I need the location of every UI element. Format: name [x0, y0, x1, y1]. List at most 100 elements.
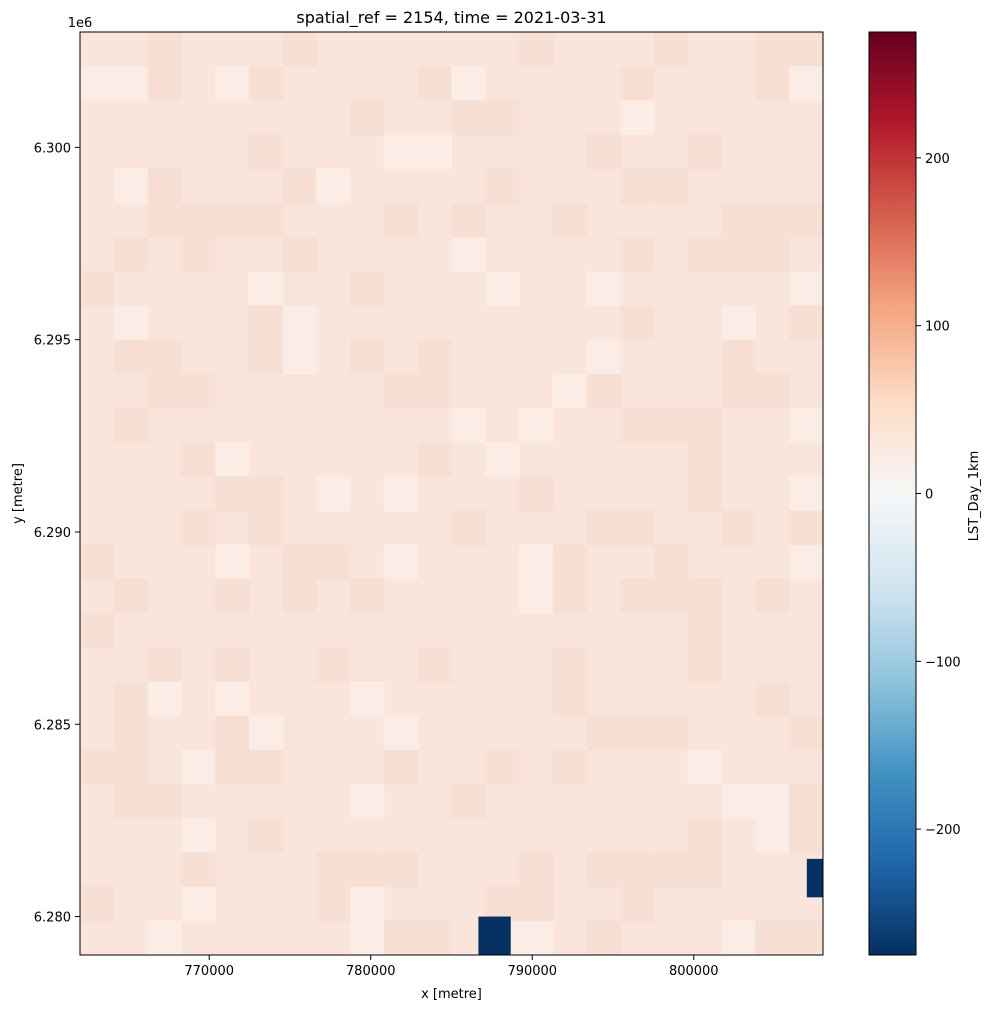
heatmap-cell — [113, 237, 149, 272]
heatmap-cell — [383, 476, 419, 512]
heatmap-cell — [687, 476, 723, 512]
heatmap-cell — [755, 920, 790, 955]
heatmap-cell — [519, 578, 554, 614]
heatmap-cell — [552, 202, 588, 238]
heatmap-cell — [181, 749, 216, 785]
heatmap-cell — [687, 749, 723, 785]
heatmap-cell — [620, 578, 655, 614]
heatmap-cell — [485, 100, 520, 136]
y-axis: 6.280 6.285 6.290 6.295 6.300 — [34, 141, 80, 926]
heatmap-cell — [248, 202, 284, 238]
heatmap-cell — [417, 339, 452, 375]
heatmap-cell — [789, 32, 823, 67]
heatmap-cell — [654, 168, 689, 204]
heatmap-cell — [181, 852, 216, 888]
heatmap-cell — [147, 647, 182, 683]
colorbar-gradient — [869, 32, 916, 955]
y-offset-label: 1e6 — [68, 16, 93, 31]
heatmap-cell — [383, 202, 419, 238]
heatmap-cell — [687, 647, 723, 683]
heatmap-cell — [586, 271, 621, 306]
heatmap-cell — [721, 373, 756, 409]
heatmap-cell — [113, 168, 149, 204]
colorbar-tick-label: 100 — [925, 320, 950, 335]
heatmap-cell — [215, 202, 250, 238]
heatmap-cell — [519, 852, 554, 888]
heatmap-cell — [789, 784, 823, 819]
heatmap-cell — [181, 442, 216, 477]
heatmap-cell — [215, 647, 250, 683]
heatmap-cell — [620, 305, 655, 341]
heatmap-cell — [350, 852, 385, 888]
heatmap-cell — [181, 237, 216, 272]
heatmap-cell — [620, 100, 655, 136]
heatmap-cell — [552, 681, 588, 717]
heatmap-cell — [687, 237, 723, 272]
heatmap-cell — [80, 271, 115, 306]
heatmap-cell — [248, 476, 284, 512]
heatmap-cell — [451, 100, 486, 136]
heatmap-cell — [248, 339, 284, 375]
heatmap-cell — [147, 32, 182, 67]
heatmap-cell — [350, 886, 385, 922]
heatmap-cell — [620, 510, 655, 546]
heatmap-cell — [721, 202, 756, 238]
heatmap-cell — [282, 544, 317, 580]
heatmap-cell — [721, 920, 756, 955]
heatmap-cell — [552, 749, 588, 785]
heatmap-cell — [485, 749, 520, 785]
heatmap-cell — [215, 749, 250, 785]
heatmap-cell — [215, 476, 250, 512]
heatmap-cell — [451, 66, 486, 101]
heatmap-cell — [687, 852, 723, 888]
heatmap-cell — [654, 544, 689, 580]
heatmap-cell — [620, 408, 655, 443]
heatmap-cell — [248, 749, 284, 785]
heatmap-cell — [755, 373, 790, 409]
heatmap-cell — [215, 442, 250, 477]
heatmap-cell — [248, 305, 284, 341]
heatmap-cell — [282, 168, 317, 204]
heatmap-cell — [417, 647, 452, 683]
heatmap-cell — [316, 886, 351, 922]
heatmap-cell — [113, 408, 149, 443]
x-axis-label: x [metre] — [421, 987, 482, 1002]
plot-area — [79, 31, 824, 956]
heatmap-cell — [113, 339, 149, 375]
heatmap-cell — [350, 920, 385, 955]
colorbar-tick-label: 0 — [925, 488, 933, 503]
x-tick-label: 790000 — [507, 964, 557, 979]
heatmap-cells — [478, 858, 823, 955]
heatmap-cell — [552, 647, 588, 683]
heatmap-cell — [383, 852, 419, 888]
heatmap-cell — [113, 681, 149, 717]
heatmap-cell — [485, 442, 520, 477]
heatmap-cell — [383, 920, 419, 955]
heatmap-low-cell — [478, 916, 511, 955]
heatmap-cell — [586, 373, 621, 409]
heatmap-cell — [316, 476, 351, 512]
heatmap-cell — [789, 544, 823, 580]
heatmap-cell — [654, 578, 689, 614]
x-tick-label: 780000 — [346, 964, 396, 979]
heatmap-cell — [687, 134, 723, 170]
heatmap-cell — [113, 66, 149, 101]
heatmap-cell — [316, 852, 351, 888]
heatmap-cell — [147, 784, 182, 819]
heatmap-cell — [282, 578, 317, 614]
heatmap-cell — [417, 66, 452, 101]
heatmap-cell — [113, 305, 149, 341]
heatmap-cell — [383, 715, 419, 751]
heatmap-cell — [383, 134, 419, 170]
x-tick-label: 800000 — [669, 964, 719, 979]
heatmap-cell — [80, 66, 115, 101]
heatmap-cell — [350, 339, 385, 375]
heatmap-cell — [586, 852, 621, 888]
heatmap-cell — [147, 339, 182, 375]
heatmap-cell — [755, 32, 790, 67]
heatmap-cell — [316, 168, 351, 204]
heatmap-cell — [789, 920, 823, 955]
heatmap-cell — [113, 578, 149, 614]
heatmap-cell — [417, 373, 452, 409]
heatmap-cell — [417, 442, 452, 477]
